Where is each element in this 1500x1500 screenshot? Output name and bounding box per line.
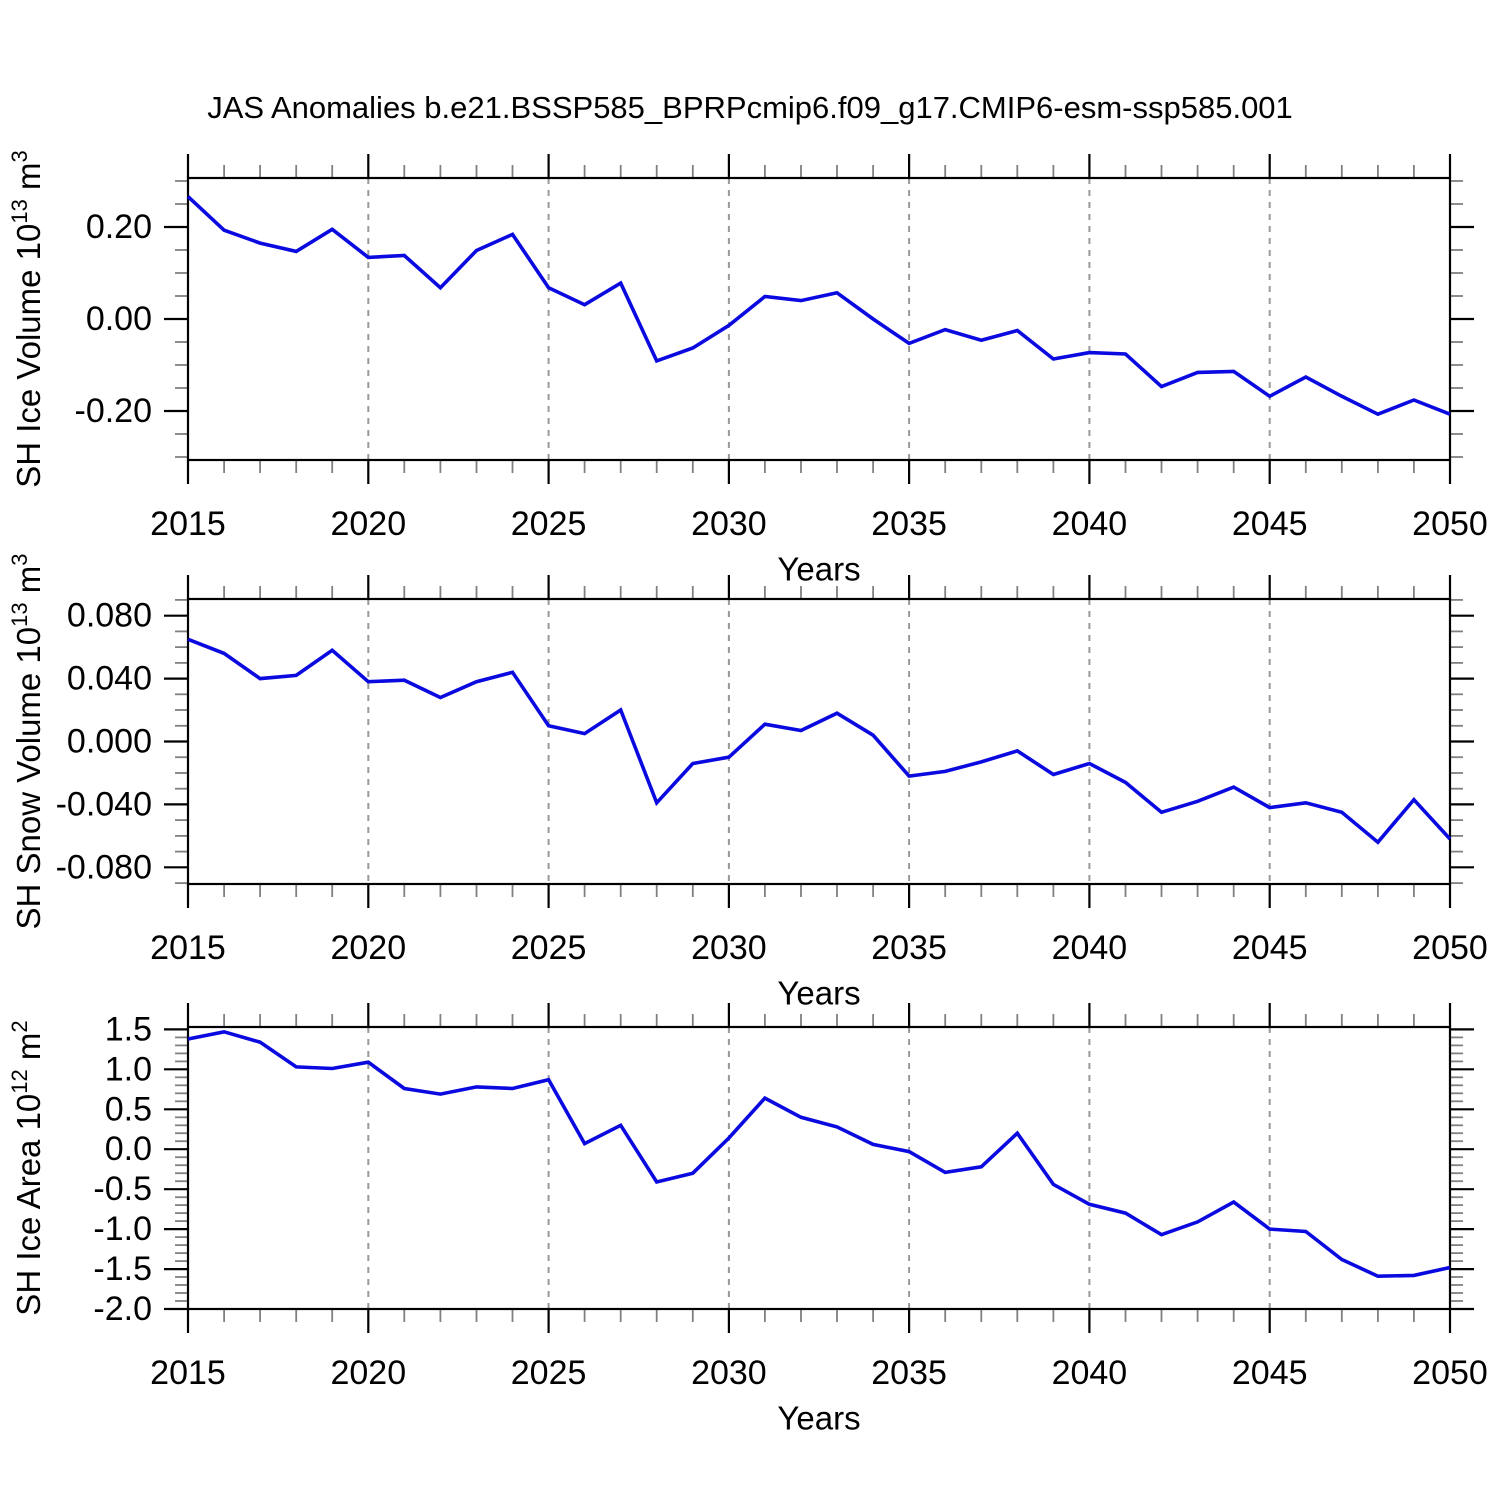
y-axis-title: SH Ice Volume 1013 m3 — [7, 150, 47, 488]
x-tick-label: 2040 — [1052, 505, 1128, 543]
y-axis-title: SH Ice Area 1012 m2 — [7, 1020, 47, 1315]
y-tick-label: 1.0 — [105, 1050, 152, 1088]
y-tick-label: 0.20 — [86, 208, 152, 246]
y-tick-label: 0.0 — [105, 1130, 152, 1168]
y-tick-label: -1.5 — [93, 1250, 152, 1288]
panel-sh-ice-area: 1.51.00.50.0-0.5-1.0-1.5-2.0 2015 2020 2025… — [7, 1003, 1488, 1437]
y-tick-label: -2.0 — [93, 1290, 152, 1328]
y-tick-label: 0.000 — [67, 723, 152, 761]
x-tick-label: 2035 — [871, 929, 947, 967]
plot-frame — [186, 176, 1452, 462]
y-tick-label: 1.5 — [105, 1010, 152, 1048]
x-tick-label: 2050 — [1412, 929, 1488, 967]
panel-sh-snow-volume: 0.080 0.040 0.000 -0.040 -0.080 2015 2020 2025 2… — [7, 553, 1488, 1011]
x-tick-label: 2035 — [871, 505, 947, 543]
y-tick-label: -0.080 — [56, 848, 152, 886]
x-tick-label: 2045 — [1232, 929, 1308, 967]
x-tick-label: 2015 — [150, 929, 226, 967]
series-line — [187, 637, 1452, 845]
x-tick-label: 2040 — [1052, 1354, 1128, 1392]
series-line — [187, 1029, 1451, 1279]
y-axis-title: SH Snow Volume 1013 m3 — [7, 553, 47, 929]
plot-frame — [186, 1025, 1452, 1311]
x-tick-label: 2045 — [1232, 1354, 1308, 1392]
panel-sh-ice-volume: 0.20 0.00 -0.20 2015 2020 2025 2030 2035 2040 204… — [7, 150, 1488, 587]
chart-title: JAS Anomalies b.e21.BSSP585_BPRPcmip6.f0… — [207, 90, 1293, 125]
x-tick-label: 2025 — [511, 929, 587, 967]
x-tick-label: 2035 — [871, 1354, 947, 1392]
x-tick-label: 2030 — [691, 929, 767, 967]
x-axis-title: Years — [777, 1400, 860, 1437]
x-tick-label: 2015 — [150, 505, 226, 543]
x-tick-label: 2030 — [691, 1354, 767, 1392]
x-tick-label: 2030 — [691, 505, 767, 543]
y-tick-label: -1.0 — [93, 1210, 152, 1248]
x-tick-label: 2045 — [1232, 505, 1308, 543]
x-tick-label: 2050 — [1412, 505, 1488, 543]
y-tick-label: -0.040 — [56, 785, 152, 823]
series-line — [186, 195, 1451, 417]
y-tick-label: -0.5 — [93, 1170, 152, 1208]
y-tick-label: -0.20 — [75, 392, 153, 430]
x-tick-label: 2025 — [511, 1354, 587, 1392]
x-tick-label: 2025 — [511, 505, 587, 543]
y-tick-label: 0.080 — [67, 597, 152, 635]
x-tick-label: 2050 — [1412, 1354, 1488, 1392]
x-tick-label: 2020 — [330, 929, 406, 967]
x-axis-title: Years — [777, 551, 860, 588]
x-tick-label: 2020 — [330, 505, 406, 543]
x-tick-label: 2015 — [150, 1354, 226, 1392]
plot-frame — [186, 597, 1452, 886]
y-tick-label: 0.5 — [105, 1090, 152, 1128]
x-tick-label: 2040 — [1052, 929, 1128, 967]
x-axis-title: Years — [777, 975, 860, 1012]
y-tick-label: 0.00 — [86, 300, 152, 338]
x-tick-label: 2020 — [330, 1354, 406, 1392]
y-tick-label: 0.040 — [67, 660, 152, 698]
